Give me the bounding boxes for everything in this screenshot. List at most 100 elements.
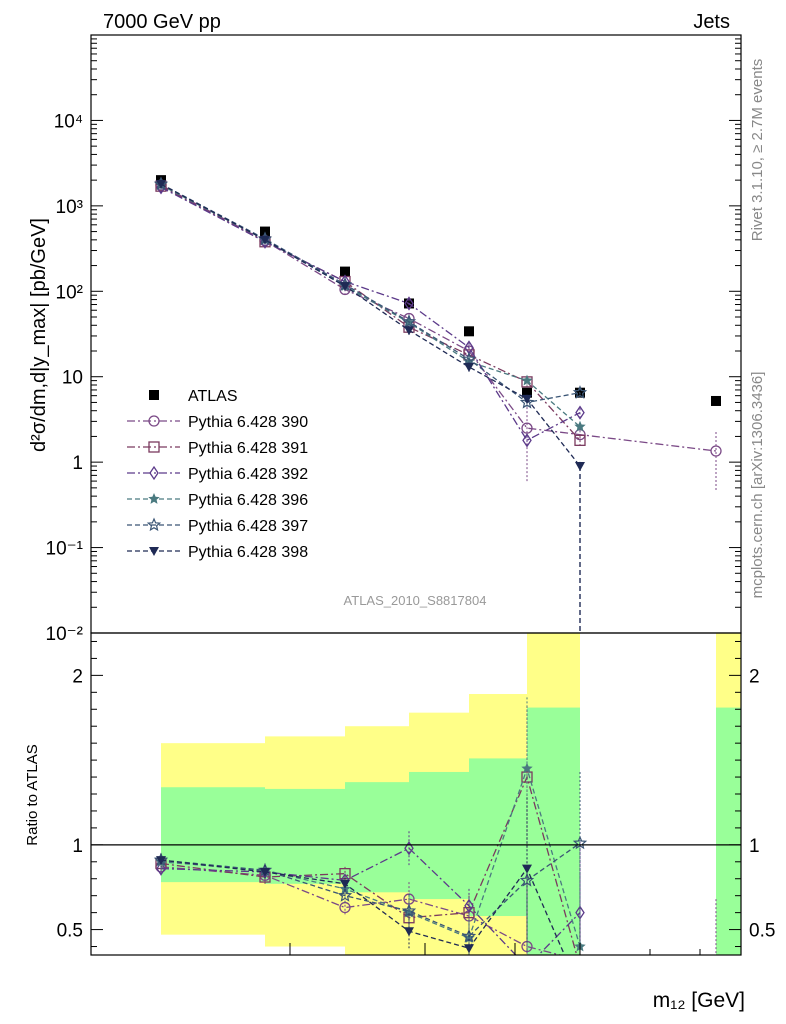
y-tick-label: 10⁻¹	[46, 539, 84, 560]
series-atlas	[156, 175, 721, 406]
data-point	[148, 493, 160, 504]
y-tick-label: 10⁻²	[46, 624, 84, 645]
data-point	[340, 879, 350, 889]
data-point	[149, 390, 159, 400]
header-right: Jets	[693, 11, 730, 33]
data-point	[522, 387, 532, 398]
data-point	[519, 394, 535, 409]
data-point	[404, 841, 414, 856]
ratio-tick-label-left: 2	[72, 666, 83, 687]
analysis-watermark: ATLAS_2010_S8817804	[344, 593, 487, 608]
data-point	[156, 856, 166, 866]
series-pythia-6-428-398	[156, 179, 585, 472]
ratio-y-axis-label: Ratio to ATLAS	[24, 744, 41, 845]
y-tick-label: 10⁴	[54, 111, 83, 132]
data-point	[464, 898, 474, 914]
data-point	[337, 888, 353, 902]
y-tick-label: 1	[72, 453, 83, 474]
legend-label: Pythia 6.428 391	[188, 440, 308, 457]
legend-entry: Pythia 6.428 391	[127, 440, 308, 457]
green-uncertainty-band	[265, 788, 345, 884]
green-uncertainty-band	[527, 707, 580, 955]
data-point	[464, 944, 474, 954]
data-point	[574, 434, 586, 446]
data-point	[572, 385, 588, 399]
data-point	[401, 903, 417, 918]
rivet-version-label: Rivet 3.1.10, ≥ 2.7M events	[749, 59, 766, 242]
data-point	[340, 266, 350, 277]
y-tick-label: 10²	[56, 282, 83, 303]
data-point	[404, 296, 414, 311]
series-pythia-6-428-397	[153, 176, 588, 409]
green-uncertainty-band	[469, 758, 527, 917]
legend-label: ATLAS	[188, 388, 238, 405]
data-point	[461, 928, 477, 943]
data-point	[522, 394, 532, 404]
data-point	[574, 420, 586, 432]
mcplots-label: mcplots.cern.ch [arXiv:1306.3436]	[749, 372, 766, 599]
legend-entry: ATLAS	[149, 388, 238, 405]
legend-label: Pythia 6.428 392	[188, 466, 308, 483]
ratio-series-pythia-6-428-398	[156, 797, 581, 955]
legend-entry: Pythia 6.428 392	[127, 465, 308, 483]
legend-entry: Pythia 6.428 396	[127, 492, 308, 509]
data-point	[575, 405, 585, 420]
data-point	[149, 465, 159, 481]
green-uncertainty-band	[716, 707, 741, 955]
data-point	[461, 351, 477, 366]
data-point	[148, 415, 160, 427]
legend-entry: Pythia 6.428 398	[127, 544, 308, 561]
data-point	[260, 867, 270, 877]
ratio-tick-label-right: 0.5	[749, 921, 775, 942]
legend: ATLAS Pythia 6.428 390 Pythia 6.428 391 Pyt…	[127, 388, 308, 561]
data-point	[464, 362, 474, 372]
data-point	[404, 326, 414, 336]
data-point	[146, 517, 162, 532]
ratio-series-line	[160, 866, 563, 955]
data-point	[521, 374, 533, 386]
ratio-tick-label-right: 2	[749, 666, 760, 687]
y-tick-label: 10³	[56, 197, 83, 218]
data-point	[156, 180, 166, 190]
data-point	[340, 282, 350, 292]
data-point	[464, 326, 474, 337]
y-tick-label: 10	[62, 368, 83, 389]
data-point	[522, 864, 532, 874]
ratio-tick-label-left: 1	[72, 836, 83, 857]
x-axis-label: m₁₂ [GeV]	[653, 989, 745, 1012]
series-line	[160, 184, 717, 452]
legend-entry: Pythia 6.428 390	[127, 414, 308, 431]
data-point	[711, 395, 721, 406]
data-point	[521, 422, 533, 434]
ratio-uncertainty-bands	[161, 633, 741, 955]
ratio-tick-label-right: 1	[749, 836, 760, 857]
green-uncertainty-band	[409, 771, 469, 900]
legend-label: Pythia 6.428 397	[188, 518, 308, 535]
header-left: 7000 GeV pp	[103, 11, 221, 33]
legend-label: Pythia 6.428 396	[188, 492, 308, 509]
data-point	[572, 835, 588, 850]
data-point	[575, 905, 585, 920]
axes: 10⁻² 10⁻¹ 1 10 10² 10³ 10⁴ 0.5 0.5 1 1 2 2	[46, 34, 775, 956]
ratio-tick-label-left: 0.5	[57, 921, 83, 942]
legend-label: Pythia 6.428 390	[188, 414, 308, 431]
series-line	[160, 183, 581, 404]
data-point	[149, 547, 159, 556]
data-point	[404, 927, 414, 937]
green-uncertainty-band	[345, 782, 409, 893]
data-point	[522, 433, 532, 448]
data-point	[156, 861, 166, 876]
legend-entry: Pythia 6.428 397	[127, 517, 308, 535]
data-point	[148, 441, 160, 453]
data-point	[339, 901, 351, 914]
ratio-panel-series	[153, 697, 717, 955]
green-uncertainty-band	[161, 787, 265, 883]
data-point	[401, 314, 417, 328]
legend-label: Pythia 6.428 398	[188, 544, 308, 561]
series-pythia-6-428-391	[155, 180, 586, 446]
data-point	[710, 445, 722, 457]
series-pythia-6-428-392	[156, 180, 585, 448]
main-panel-series	[153, 175, 722, 633]
main-y-axis-label: d²σ/dm,d|y_max| [pb/GeV]	[28, 218, 50, 452]
